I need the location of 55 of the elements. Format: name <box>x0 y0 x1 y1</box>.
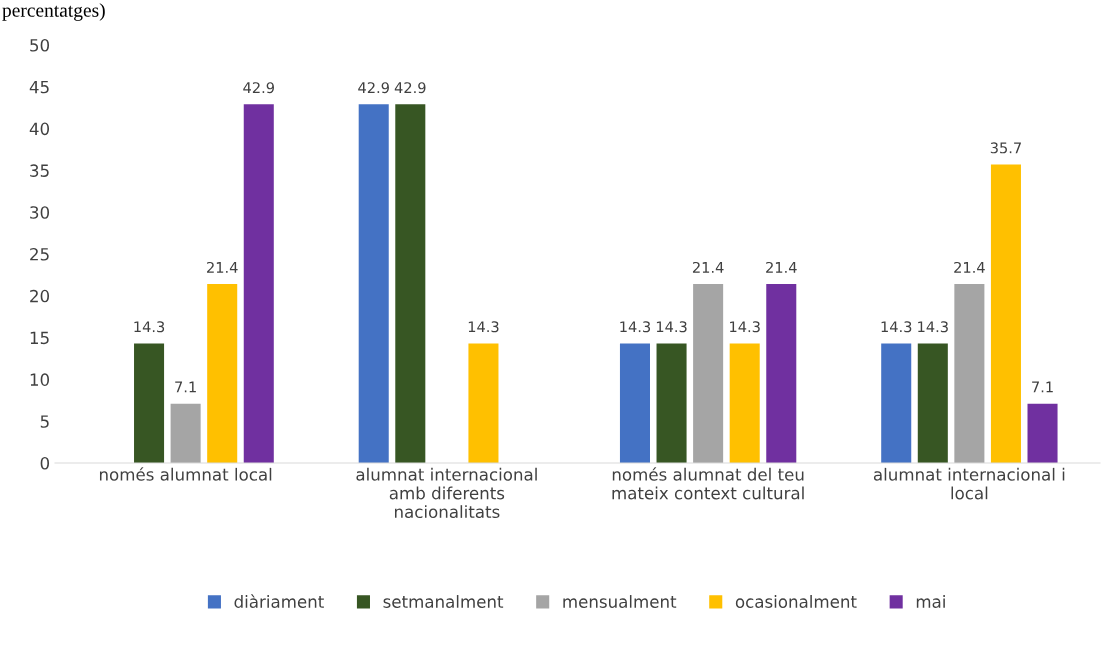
x-tick-label: només alumnat local <box>99 467 272 481</box>
data-label: 14.3 <box>620 321 651 333</box>
legend-label: mai <box>916 595 945 608</box>
bar <box>990 164 1021 463</box>
data-label: 14.3 <box>918 321 948 333</box>
y-tick-label: 5 <box>40 415 49 428</box>
data-label: 14.3 <box>656 321 687 333</box>
bar <box>729 343 760 463</box>
y-tick-label: 40 <box>29 122 50 136</box>
y-tick-label: 45 <box>29 80 49 94</box>
data-label: 21.4 <box>954 261 985 273</box>
data-label: 42.9 <box>358 82 389 94</box>
data-label: 21.4 <box>692 261 724 273</box>
y-tick-label: 50 <box>30 38 50 52</box>
bar <box>656 343 687 463</box>
data-label: 14.3 <box>881 321 912 333</box>
x-tick-label: alumnat internacional amb diferents nacionalitats <box>356 467 537 519</box>
legend-label: setmanalment <box>383 595 504 608</box>
bar <box>766 284 797 463</box>
y-tick-label: 25 <box>30 247 49 261</box>
x-tick-label: alumnat internacional i local <box>873 467 1065 500</box>
bar <box>468 343 499 463</box>
data-label: 7.1 <box>175 381 196 393</box>
bar <box>358 104 389 463</box>
bar <box>693 284 724 463</box>
legend-label: diàriament <box>234 594 324 608</box>
data-label: 21.4 <box>207 261 238 273</box>
y-tick-label: 15 <box>30 331 49 345</box>
data-label: 21.4 <box>766 261 797 273</box>
y-tick-label: 20 <box>30 289 50 303</box>
bar <box>134 343 165 463</box>
bar <box>1027 403 1058 463</box>
y-tick-label: 30 <box>30 206 50 219</box>
y-tick-label: 0 <box>40 456 50 470</box>
bar <box>619 343 650 463</box>
legend-label: mensualment <box>563 595 677 608</box>
data-label: 7.1 <box>1032 381 1053 393</box>
data-label: 42.9 <box>243 82 274 94</box>
y-tick-label: 10 <box>30 373 50 386</box>
data-label: 35.7 <box>990 142 1021 154</box>
data-label: 42.9 <box>394 82 426 94</box>
chart-title: percentatges) <box>2 3 105 21</box>
bar <box>207 284 238 463</box>
x-tick-label: només alumnat del teu mateix context cultural <box>612 467 804 500</box>
legend-label: ocasionalment <box>735 595 857 608</box>
bar <box>881 343 912 463</box>
bar <box>243 104 274 463</box>
bar <box>170 403 201 463</box>
data-label: 14.3 <box>730 321 760 333</box>
bar <box>917 343 948 463</box>
data-label: 14.3 <box>468 321 499 333</box>
y-tick-label: 35 <box>30 164 49 177</box>
bar <box>954 284 985 463</box>
bar <box>395 104 426 463</box>
data-label: 14.3 <box>134 321 165 333</box>
